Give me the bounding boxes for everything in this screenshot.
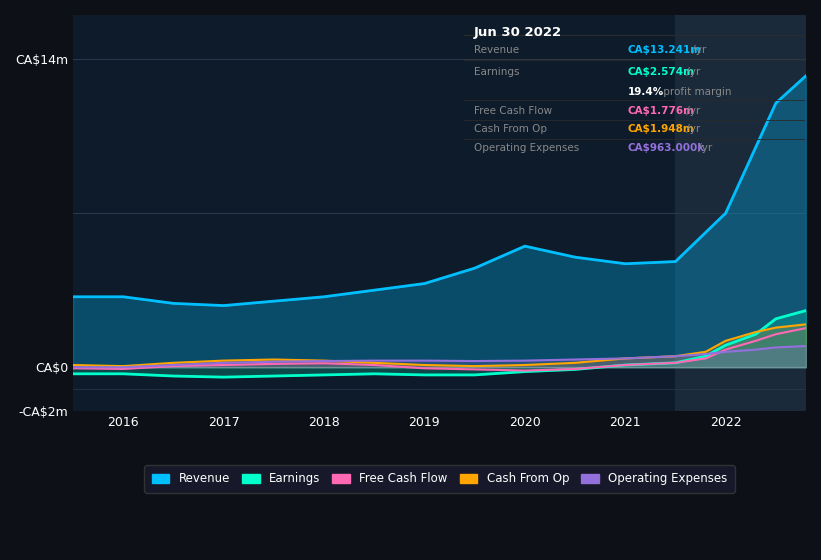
Text: CA$1.776m: CA$1.776m	[627, 106, 695, 116]
Text: Operating Expenses: Operating Expenses	[474, 143, 580, 153]
Text: Revenue: Revenue	[474, 45, 519, 55]
Text: /yr: /yr	[689, 45, 706, 55]
Text: CA$1.948m: CA$1.948m	[627, 124, 695, 134]
Text: 19.4%: 19.4%	[627, 86, 663, 96]
Text: CA$2.574m: CA$2.574m	[627, 67, 695, 77]
Text: Earnings: Earnings	[474, 67, 520, 77]
Text: Jun 30 2022: Jun 30 2022	[474, 26, 562, 39]
Text: profit margin: profit margin	[660, 86, 732, 96]
Text: CA$963.000k: CA$963.000k	[627, 143, 704, 153]
Text: CA$13.241m: CA$13.241m	[627, 45, 701, 55]
Text: /yr: /yr	[695, 143, 712, 153]
Legend: Revenue, Earnings, Free Cash Flow, Cash From Op, Operating Expenses: Revenue, Earnings, Free Cash Flow, Cash …	[144, 465, 735, 492]
Text: /yr: /yr	[682, 106, 699, 116]
Text: Free Cash Flow: Free Cash Flow	[474, 106, 553, 116]
Bar	[676, 15, 806, 411]
Text: /yr: /yr	[682, 124, 699, 134]
Text: Cash From Op: Cash From Op	[474, 124, 547, 134]
Text: /yr: /yr	[682, 67, 699, 77]
